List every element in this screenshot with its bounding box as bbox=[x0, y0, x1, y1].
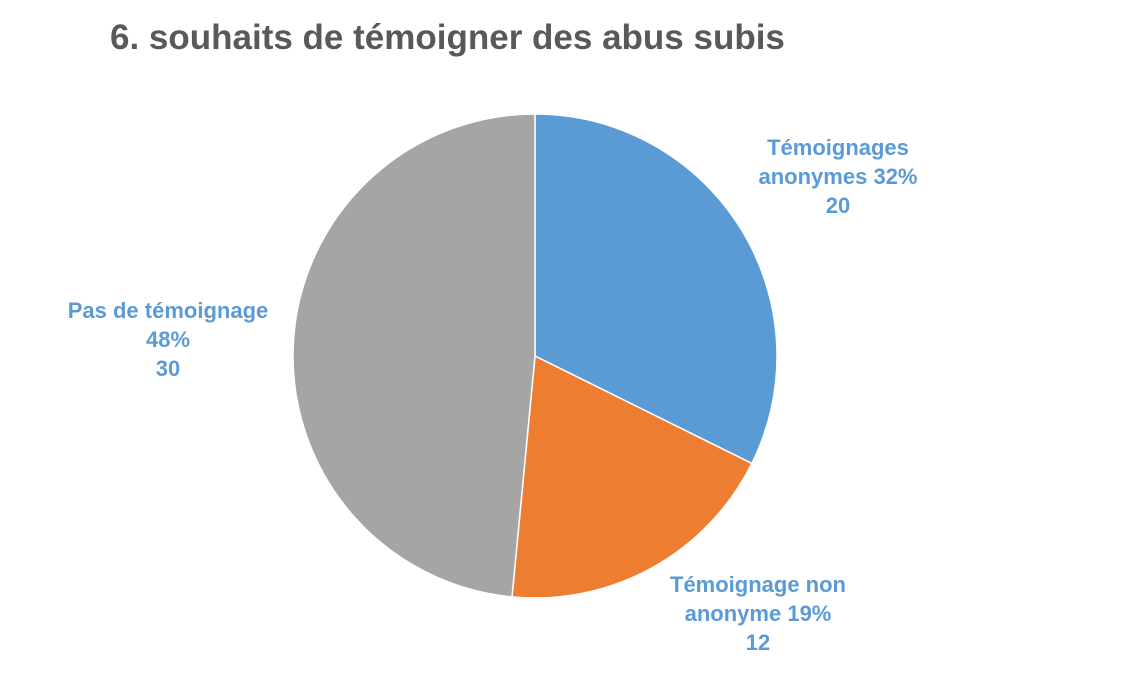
count-label: 12 bbox=[745, 630, 771, 655]
data-label: Témoignage non anonyme 19% 12 bbox=[643, 570, 873, 657]
data-label: Pas de témoignage 48% 30 bbox=[43, 296, 293, 383]
percent-label: 32% bbox=[873, 164, 918, 189]
chart-title: 6. souhaits de témoigner des abus subis bbox=[110, 18, 785, 57]
pie-slice bbox=[292, 113, 536, 598]
count-label: 30 bbox=[155, 356, 181, 381]
category-label: Témoignages anonymes bbox=[758, 135, 909, 189]
percent-label: 48% bbox=[145, 327, 191, 352]
pie-slice bbox=[511, 354, 753, 599]
category-label: Pas de témoignage bbox=[67, 298, 269, 323]
pie-slice bbox=[534, 113, 778, 465]
category-label: Témoignage non anonyme bbox=[670, 572, 846, 626]
percent-label: 19% bbox=[787, 601, 832, 626]
count-label: 20 bbox=[825, 193, 851, 218]
data-label: Témoignages anonymes 32% 20 bbox=[738, 133, 938, 220]
